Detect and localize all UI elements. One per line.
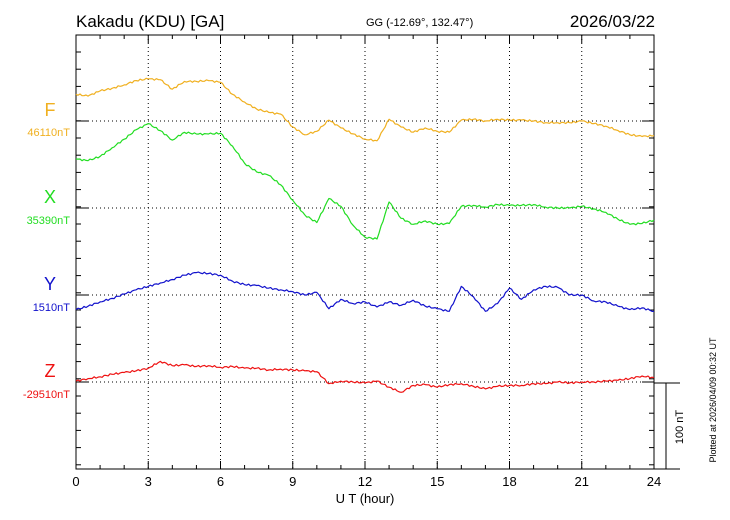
plotted-at-note: Plotted at 2026/04/09 00:32 UT: [708, 337, 718, 463]
series-baseline-f: 46110nT: [27, 127, 70, 139]
x-tick-label: 15: [430, 474, 444, 489]
x-tick-label: 18: [502, 474, 516, 489]
x-tick-label: 24: [647, 474, 661, 489]
series-name-y: Y: [44, 274, 56, 294]
station-coords: GG (-12.69°, 132.47°): [366, 17, 473, 29]
series-line-z: [75, 360, 655, 393]
x-tick-label: 0: [72, 474, 79, 489]
x-tick-label: 21: [575, 474, 589, 489]
series-baseline-z: -29510nT: [23, 389, 70, 401]
series-name-f: F: [45, 100, 56, 120]
station-title: Kakadu (KDU) [GA]: [76, 12, 224, 31]
plot-date: 2026/03/22: [570, 12, 655, 31]
series-line-y: [75, 271, 655, 312]
scale-bar-label: 100 nT: [674, 410, 686, 445]
x-tick-label: 12: [358, 474, 372, 489]
x-tick-label: 9: [289, 474, 296, 489]
x-tick-label: 3: [145, 474, 152, 489]
series-line-f: [75, 77, 655, 142]
series-layer: [75, 77, 655, 393]
x-axis-label: U T (hour): [336, 491, 395, 506]
series-name-z: Z: [45, 361, 56, 381]
series-baseline-y: 1510nT: [33, 302, 71, 314]
series-name-x: X: [44, 187, 56, 207]
series-baseline-x: 35390nT: [27, 215, 71, 227]
ticks-layer: 0 3 6 9 12 15 18 21 24: [72, 35, 661, 489]
series-line-x: [75, 123, 655, 240]
grid-layer: [76, 35, 654, 469]
x-tick-label: 6: [217, 474, 224, 489]
labels-layer: F 46110nT X 35390nT Y 1510nT Z -29510nT: [23, 100, 70, 401]
